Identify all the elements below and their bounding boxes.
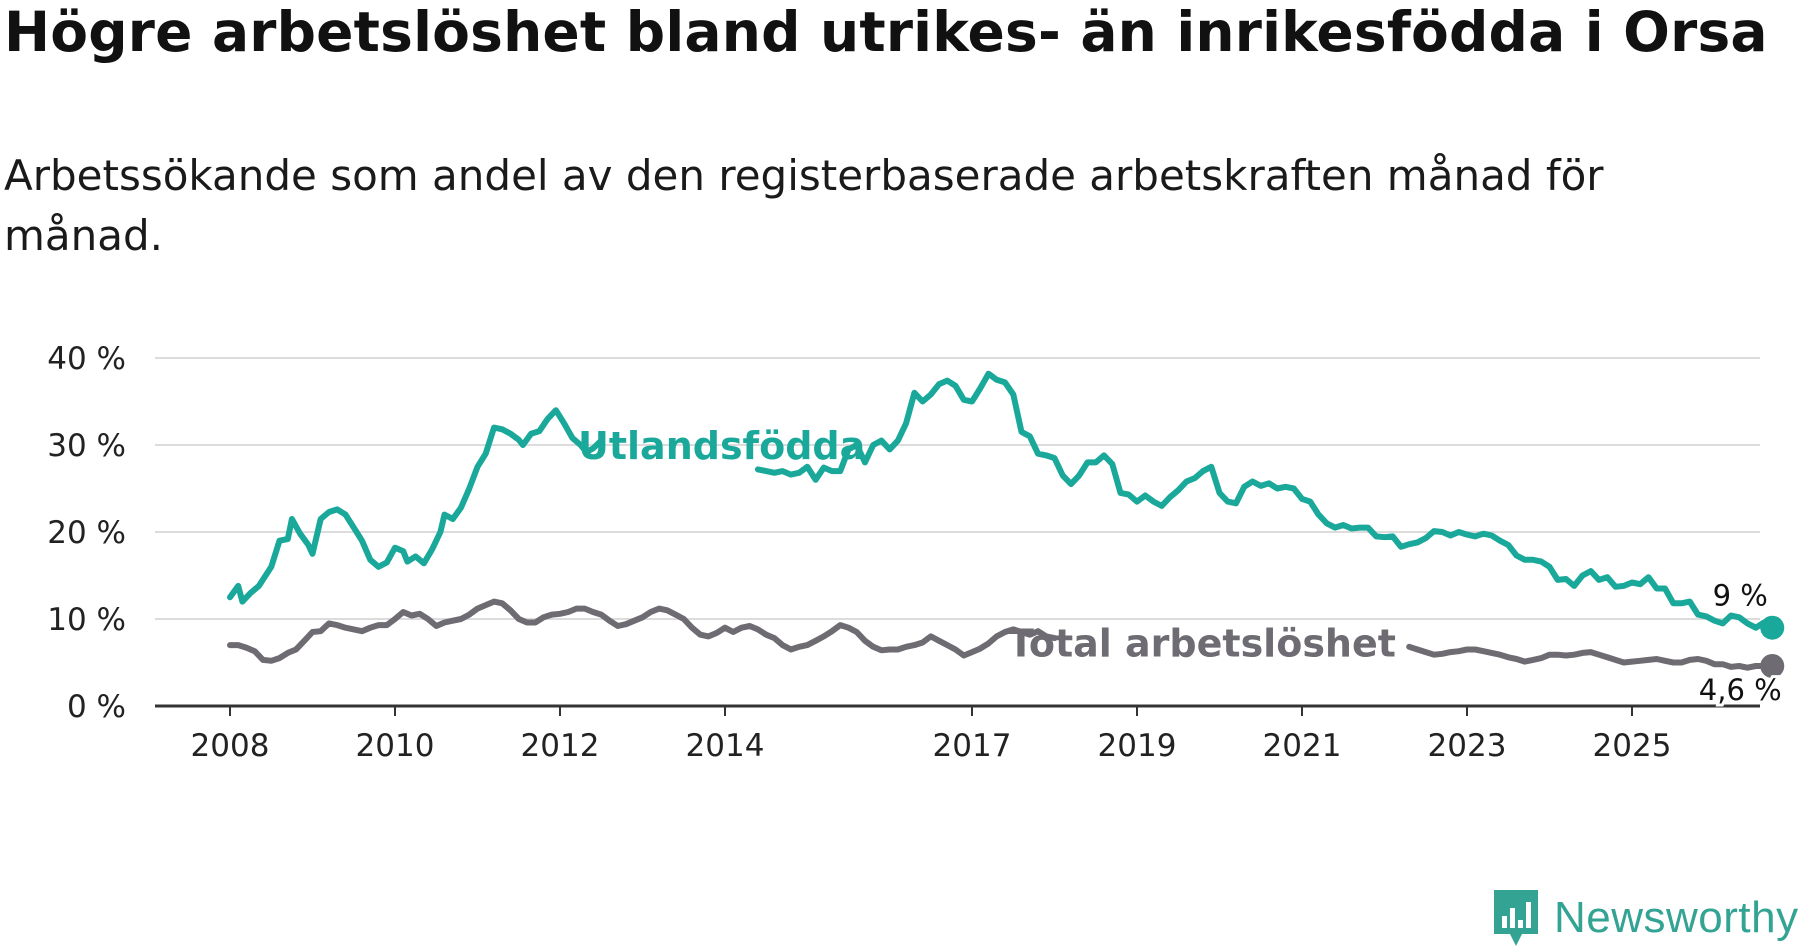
newsworthy-logo-icon (1494, 890, 1538, 946)
y-tick-label: 0 % (67, 689, 126, 725)
brand-logo: Newsworthy (1492, 888, 1799, 948)
x-tick-label: 2023 (1428, 728, 1507, 764)
series-line-total-end-marker (1760, 653, 1785, 678)
x-tick-label: 2010 (356, 728, 435, 764)
x-tick-label: 2025 (1593, 728, 1672, 764)
x-tick-label: 2017 (933, 728, 1012, 764)
chart-subtitle: Arbetssökande som andel av den registerb… (4, 151, 1604, 260)
y-tick-label: 30 % (47, 428, 126, 464)
series-label-utlandsfodda: Utlandsfödda (578, 424, 865, 468)
x-tick-label: 2012 (521, 728, 600, 764)
series-label-total: Total arbetslöshet (1008, 621, 1396, 665)
y-tick-label: 20 % (47, 515, 126, 551)
series-line-total-group (227, 598, 1776, 671)
x-tick-label: 2021 (1263, 728, 1342, 764)
x-tick-label: 2008 (191, 728, 270, 764)
series-line-utlandsfodda (754, 370, 1776, 631)
series-line-utlandsfodda-end-marker (1760, 615, 1785, 640)
x-tick-label: 2014 (686, 728, 765, 764)
chart-title: Högre arbetslöshet bland utrikes- än inr… (4, 0, 1768, 64)
series-line-total (227, 598, 1058, 664)
series-line-utlandsfodda (227, 407, 605, 605)
series-line-utlandsfodda-group (227, 370, 1776, 631)
brand-name: Newsworthy (1554, 893, 1799, 942)
series-line-utlandsfodda-end-label: 9 % (1713, 579, 1768, 613)
series-line-total-end-label: 4,6 % (1699, 673, 1782, 707)
series-line-total (1406, 643, 1776, 671)
y-tick-label: 40 % (47, 341, 126, 377)
y-tick-label: 10 % (47, 602, 126, 638)
x-tick-label: 2019 (1098, 728, 1177, 764)
